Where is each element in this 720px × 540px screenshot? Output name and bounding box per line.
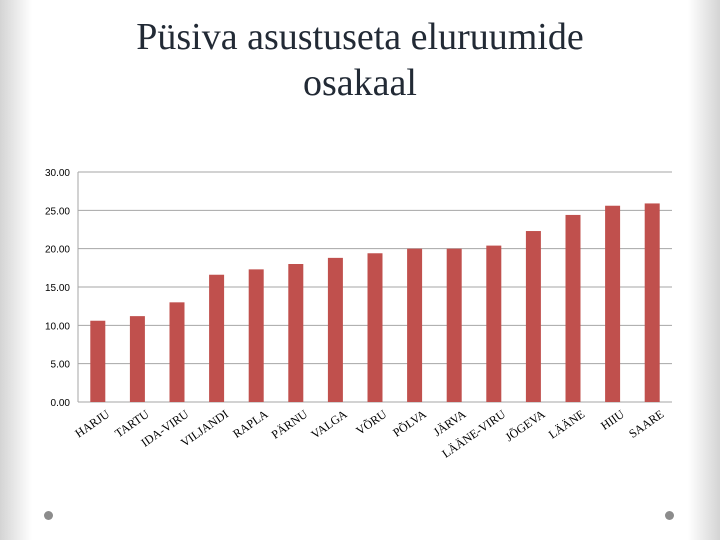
x-tick-label: VALGA xyxy=(308,407,349,442)
y-tick-label: 30.00 xyxy=(45,168,70,179)
y-tick-label: 5.00 xyxy=(51,360,71,371)
x-tick-label: HIIU xyxy=(598,407,627,433)
x-tick-label: JÕGEVA xyxy=(503,407,548,445)
bullet-dot-right xyxy=(665,511,674,520)
x-tick-label: LÄÄNE xyxy=(546,407,587,442)
y-tick-label: 10.00 xyxy=(45,321,70,332)
bar xyxy=(565,214,581,402)
bullet-dot-left xyxy=(44,511,53,520)
bar xyxy=(327,257,343,402)
bar xyxy=(288,264,304,402)
y-tick-label: 0.00 xyxy=(51,398,71,409)
x-tick-label: PÕLVA xyxy=(390,407,429,440)
bar xyxy=(129,316,145,402)
bar xyxy=(605,205,621,402)
bar xyxy=(486,245,502,402)
bar xyxy=(90,320,106,402)
bar xyxy=(248,269,264,402)
x-tick-label: RAPLA xyxy=(230,407,271,441)
y-tick-label: 15.00 xyxy=(45,283,70,294)
bar xyxy=(644,203,660,402)
bar xyxy=(407,248,423,402)
chart-title: Püsiva asustuseta eluruumide osakaal xyxy=(60,14,660,106)
bar xyxy=(367,253,383,402)
x-tick-label: PÄRNU xyxy=(269,407,311,442)
bar xyxy=(525,231,541,402)
chart-title-line-1: Püsiva asustuseta eluruumide xyxy=(136,16,584,58)
bar xyxy=(209,274,225,402)
y-tick-label: 25.00 xyxy=(45,206,70,217)
bar xyxy=(169,302,185,402)
x-tick-label: SAARE xyxy=(626,407,666,441)
bar xyxy=(446,248,462,402)
x-tick-label: HARJU xyxy=(72,407,112,441)
x-tick-label: VÕRU xyxy=(353,407,389,438)
y-tick-label: 20.00 xyxy=(45,245,70,256)
chart-title-line-2: osakaal xyxy=(303,62,417,104)
